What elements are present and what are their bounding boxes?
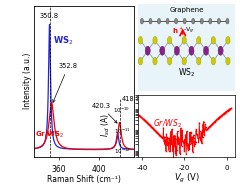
Text: WS$_2$: WS$_2$: [53, 34, 74, 47]
Text: Graphene: Graphene: [169, 7, 204, 13]
Circle shape: [183, 18, 186, 24]
Y-axis label: Intensity (a.u.): Intensity (a.u.): [23, 53, 32, 109]
Y-axis label: $I_{sd}$ (A): $I_{sd}$ (A): [100, 114, 112, 138]
Circle shape: [204, 46, 209, 55]
Text: Gr/WS$_2$: Gr/WS$_2$: [35, 130, 64, 140]
Circle shape: [153, 36, 157, 44]
Text: 350.8: 350.8: [40, 13, 59, 19]
X-axis label: $V_g$ (V): $V_g$ (V): [174, 172, 199, 185]
Text: WS$_2$: WS$_2$: [178, 66, 195, 79]
Circle shape: [157, 18, 161, 24]
Circle shape: [192, 18, 195, 24]
Circle shape: [145, 46, 150, 55]
Circle shape: [226, 36, 230, 44]
Text: h$^+$: h$^+$: [172, 26, 184, 36]
FancyBboxPatch shape: [138, 4, 235, 91]
Circle shape: [226, 57, 230, 65]
Circle shape: [168, 57, 172, 65]
Circle shape: [197, 57, 201, 65]
Circle shape: [149, 18, 152, 24]
Circle shape: [209, 18, 212, 24]
Circle shape: [138, 36, 143, 44]
Circle shape: [166, 18, 169, 24]
Circle shape: [138, 57, 143, 65]
Circle shape: [226, 18, 229, 24]
Circle shape: [189, 46, 194, 55]
Circle shape: [182, 36, 186, 44]
Circle shape: [218, 46, 223, 55]
Circle shape: [174, 46, 180, 55]
Circle shape: [153, 57, 157, 65]
Circle shape: [197, 36, 201, 44]
Text: 418.3: 418.3: [121, 96, 140, 102]
Circle shape: [211, 57, 216, 65]
Circle shape: [174, 18, 178, 24]
Circle shape: [200, 18, 203, 24]
Circle shape: [217, 18, 220, 24]
Circle shape: [140, 18, 144, 24]
Text: -V$_g$: -V$_g$: [183, 26, 194, 36]
Circle shape: [160, 46, 165, 55]
Text: 420.3: 420.3: [91, 103, 117, 123]
Text: Gr/WS$_2$: Gr/WS$_2$: [153, 117, 182, 130]
Circle shape: [182, 57, 186, 65]
Text: 352.8: 352.8: [53, 63, 78, 102]
X-axis label: Raman Shift (cm⁻¹): Raman Shift (cm⁻¹): [47, 175, 121, 184]
Circle shape: [168, 36, 172, 44]
Circle shape: [211, 36, 216, 44]
